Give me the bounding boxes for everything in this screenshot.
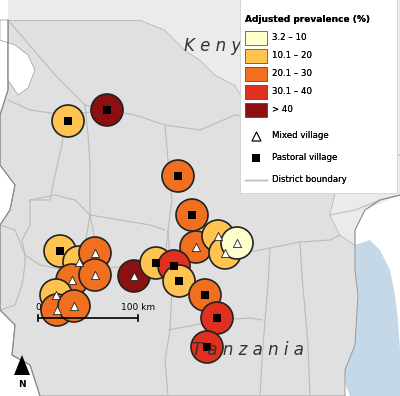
- Circle shape: [118, 260, 150, 292]
- Text: District boundary: District boundary: [272, 175, 347, 185]
- Text: 10.1 – 20: 10.1 – 20: [272, 51, 312, 61]
- Bar: [245, 85, 267, 99]
- Text: 0: 0: [35, 303, 41, 312]
- Point: [65, 118, 71, 124]
- Text: Pastoral village: Pastoral village: [272, 154, 337, 162]
- Bar: [245, 31, 267, 45]
- Bar: [245, 67, 267, 81]
- Point: [171, 263, 177, 269]
- Circle shape: [140, 247, 172, 279]
- Text: Adjusted prevalence (%): Adjusted prevalence (%): [245, 15, 370, 24]
- Point: [176, 278, 182, 284]
- Bar: [245, 49, 267, 63]
- Bar: [245, 31, 267, 45]
- Circle shape: [56, 264, 88, 296]
- Point: [204, 344, 210, 350]
- Text: N: N: [18, 380, 26, 389]
- Text: 3.2 – 10: 3.2 – 10: [272, 34, 306, 42]
- Point: [131, 273, 137, 279]
- Text: > 40: > 40: [272, 105, 293, 114]
- Point: [104, 107, 110, 113]
- Point: [153, 260, 159, 266]
- Point: [76, 259, 82, 265]
- Text: District boundary: District boundary: [272, 175, 347, 185]
- Circle shape: [189, 279, 221, 311]
- Point: [253, 155, 259, 161]
- FancyBboxPatch shape: [240, 0, 397, 193]
- Point: [253, 133, 259, 139]
- Circle shape: [41, 294, 73, 326]
- Point: [222, 250, 228, 256]
- Polygon shape: [340, 240, 400, 396]
- Circle shape: [158, 250, 190, 282]
- Circle shape: [40, 279, 72, 311]
- Text: > 40: > 40: [272, 105, 293, 114]
- Point: [92, 250, 98, 256]
- Circle shape: [163, 265, 195, 297]
- Bar: [245, 103, 267, 117]
- Circle shape: [221, 227, 253, 259]
- Point: [57, 248, 63, 254]
- Point: [193, 244, 199, 250]
- Bar: [245, 85, 267, 99]
- Bar: [245, 103, 267, 117]
- Point: [253, 155, 259, 161]
- Circle shape: [201, 302, 233, 334]
- Text: Adjusted prevalence (%): Adjusted prevalence (%): [245, 15, 370, 24]
- Circle shape: [202, 220, 234, 252]
- Text: 20.1 – 30: 20.1 – 30: [272, 70, 312, 78]
- Point: [175, 173, 181, 179]
- Point: [253, 133, 259, 139]
- Bar: [245, 67, 267, 81]
- Circle shape: [58, 290, 90, 322]
- Point: [215, 233, 221, 239]
- Circle shape: [176, 199, 208, 231]
- Point: [234, 240, 240, 246]
- Point: [69, 277, 75, 283]
- Text: T a n z a n i a: T a n z a n i a: [192, 341, 304, 360]
- Polygon shape: [8, 0, 400, 245]
- Circle shape: [63, 246, 95, 278]
- Text: Mixed village: Mixed village: [272, 131, 329, 141]
- Point: [189, 212, 195, 218]
- Text: 3.2 – 10: 3.2 – 10: [272, 34, 306, 42]
- Polygon shape: [0, 20, 358, 396]
- Point: [202, 292, 208, 298]
- Circle shape: [91, 94, 123, 126]
- Text: 20.1 – 30: 20.1 – 30: [272, 70, 312, 78]
- Point: [53, 292, 59, 298]
- Polygon shape: [14, 355, 30, 375]
- Polygon shape: [0, 20, 35, 95]
- Text: 30.1 – 40: 30.1 – 40: [272, 88, 312, 97]
- Circle shape: [79, 237, 111, 269]
- Circle shape: [191, 331, 223, 363]
- Text: 100 km: 100 km: [121, 303, 155, 312]
- Text: 10.1 – 20: 10.1 – 20: [272, 51, 312, 61]
- Bar: [245, 49, 267, 63]
- Circle shape: [79, 259, 111, 291]
- Text: Mixed village: Mixed village: [272, 131, 329, 141]
- Circle shape: [44, 235, 76, 267]
- Point: [71, 303, 77, 309]
- Circle shape: [162, 160, 194, 192]
- Circle shape: [52, 105, 84, 137]
- Text: Pastoral village: Pastoral village: [272, 154, 337, 162]
- Point: [54, 307, 60, 313]
- Point: [214, 315, 220, 321]
- Point: [92, 272, 98, 278]
- Circle shape: [180, 231, 212, 263]
- Circle shape: [209, 237, 241, 269]
- Text: 30.1 – 40: 30.1 – 40: [272, 88, 312, 97]
- Text: K e n y a: K e n y a: [184, 36, 256, 55]
